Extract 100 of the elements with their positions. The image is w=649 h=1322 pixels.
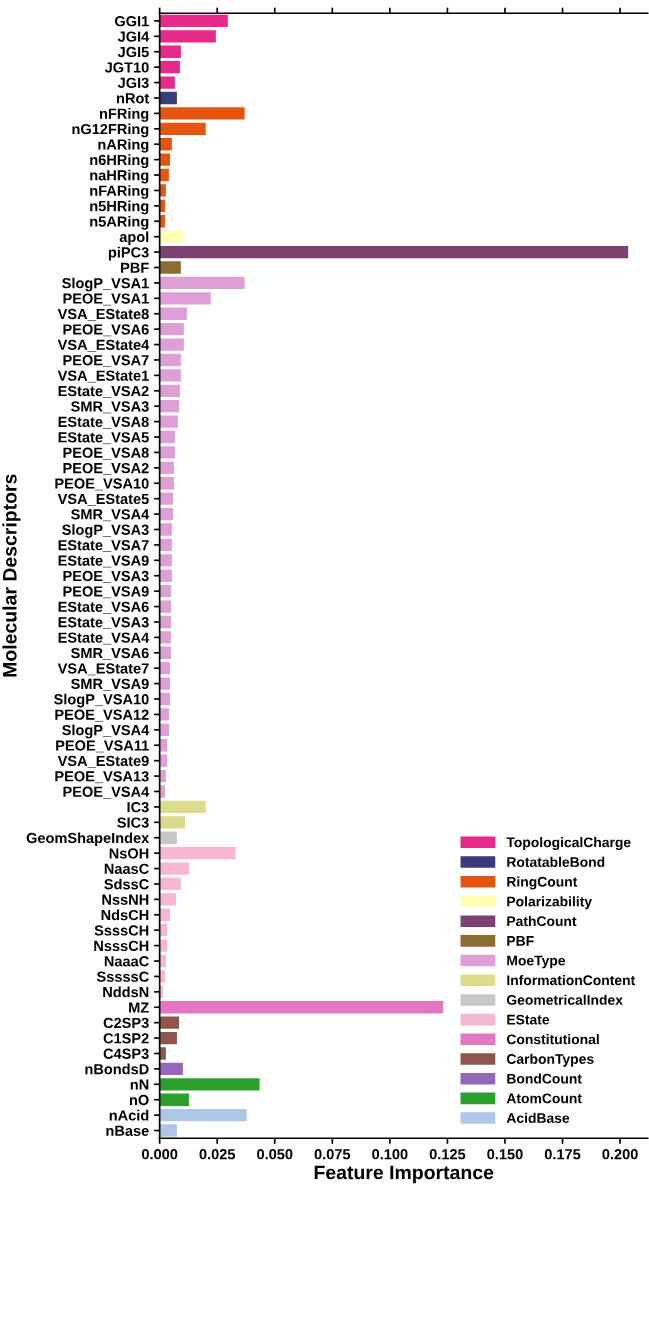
bar: [159, 91, 177, 105]
y-tick-label: EState_VSA9: [58, 555, 149, 568]
legend-label: PathCount: [507, 915, 577, 927]
y-tick-label: SlogP_VSA4: [62, 724, 150, 739]
legend-label: AtomCount: [506, 1093, 582, 1104]
bar: [159, 322, 184, 336]
y-tick-label: NddsN: [103, 986, 149, 998]
y-tick-label: VSA_EState7: [57, 663, 149, 676]
y-tick-label: nARing: [98, 138, 149, 153]
y-tick-label: GeomShapeIndex: [26, 832, 150, 847]
y-tick-label: PEOE_VSA8: [63, 447, 149, 460]
bar: [159, 754, 168, 767]
legend-label: PBF: [507, 936, 534, 946]
bar: [159, 307, 187, 320]
y-tick-label: nFRing: [99, 108, 149, 122]
y-tick-label: n5ARing: [90, 215, 149, 230]
legend-label: Polarizability: [507, 896, 592, 910]
y-tick-label: SMR_VSA3: [71, 401, 149, 414]
y-tick-label: JGI3: [117, 77, 149, 89]
bar: [159, 708, 169, 721]
bar: [159, 1062, 183, 1076]
y-tick-label: C2SP3: [103, 1017, 149, 1029]
legend-label: RingCount: [507, 876, 578, 890]
y-tick-label: C1SP2: [103, 1033, 149, 1044]
y-tick-label: nRot: [117, 93, 150, 104]
y-tick-label: JGI5: [117, 46, 149, 58]
y-tick-label: VSA_EState9: [57, 755, 149, 768]
bar: [159, 1108, 247, 1122]
bar: [159, 76, 175, 89]
bar: [159, 692, 171, 706]
bar: [159, 369, 181, 382]
y-tick-label: C4SP3: [103, 1048, 149, 1059]
bar: [159, 908, 171, 921]
legend-label: Constitutional: [506, 1034, 599, 1045]
y-tick-label: EState_VSA8: [58, 416, 149, 429]
y-tick-label: PBF: [121, 262, 149, 273]
bar: [159, 1078, 260, 1091]
bar: [159, 584, 171, 598]
y-tick-label: n5HRing: [90, 200, 149, 215]
bar: [159, 1047, 166, 1060]
y-tick-label: nBase: [106, 1125, 149, 1136]
bar: [159, 507, 174, 521]
y-tick-label: VSA_EState5: [57, 493, 149, 506]
bar: [159, 400, 179, 413]
bar: [159, 446, 175, 459]
bar: [159, 662, 171, 675]
y-tick-label: IC3: [127, 802, 149, 813]
bar: [159, 1001, 444, 1014]
y-tick-label: PEOE_VSA10: [55, 478, 149, 491]
bar: [159, 276, 245, 290]
y-tick-label: PEOE_VSA9: [63, 586, 149, 599]
bar: [159, 939, 168, 952]
y-tick-label: PEOE_VSA1: [63, 293, 149, 306]
y-tick-label: nO: [129, 1094, 149, 1106]
legend-label: GeometricalIndex: [506, 994, 623, 1005]
y-tick-label: SIC3: [117, 817, 149, 828]
y-tick-label: VSA_EState1: [57, 370, 149, 383]
bar: [159, 631, 171, 644]
y-tick-label: naHRing: [90, 169, 149, 184]
bar: [159, 430, 175, 444]
bar: [159, 461, 174, 475]
bar: [159, 985, 163, 998]
x-tick-label: 0.175: [544, 1149, 581, 1160]
y-tick-label: apol: [119, 231, 149, 245]
y-tick-label: EState_VSA6: [58, 601, 149, 614]
bar: [159, 384, 180, 397]
bar: [159, 1124, 177, 1137]
y-axis-title: Molecular Descriptors: [2, 474, 21, 677]
bar: [159, 1016, 179, 1029]
y-tick-label: EState_VSA7: [58, 540, 149, 552]
bar: [159, 970, 165, 983]
y-tick-label: PEOE_VSA6: [63, 324, 149, 337]
y-tick-label: SMR_VSA4: [71, 509, 150, 522]
bar: [159, 600, 171, 613]
bar: [159, 954, 166, 968]
bar: [159, 862, 189, 875]
legend-label: BondCount: [507, 1073, 582, 1084]
y-tick-label: PEOE_VSA2: [63, 462, 149, 475]
legend-label: CarbonTypes: [506, 1053, 594, 1067]
y-tick-label: nG12FRing: [72, 123, 149, 138]
bar: [159, 893, 176, 906]
bar: [159, 338, 184, 351]
bar: [159, 292, 211, 305]
bar: [159, 538, 172, 552]
bar: [159, 353, 181, 367]
bar: [159, 1093, 189, 1106]
bar: [159, 739, 168, 752]
y-tick-label: nBondsD: [85, 1063, 149, 1075]
y-tick-label: NaasC: [104, 863, 149, 874]
legend-label: EState: [507, 1014, 550, 1025]
bar: [159, 168, 169, 182]
y-tick-label: n6HRing: [90, 154, 149, 168]
bar: [159, 477, 174, 490]
bar: [159, 199, 165, 213]
y-tick-label: nFARing: [90, 185, 149, 199]
y-tick-label: PEOE_VSA11: [56, 740, 149, 753]
y-tick-label: SlogP_VSA10: [54, 693, 149, 708]
y-tick-label: PEOE_VSA3: [63, 570, 149, 583]
x-tick-label: 0.125: [429, 1149, 466, 1160]
bar: [159, 30, 216, 43]
